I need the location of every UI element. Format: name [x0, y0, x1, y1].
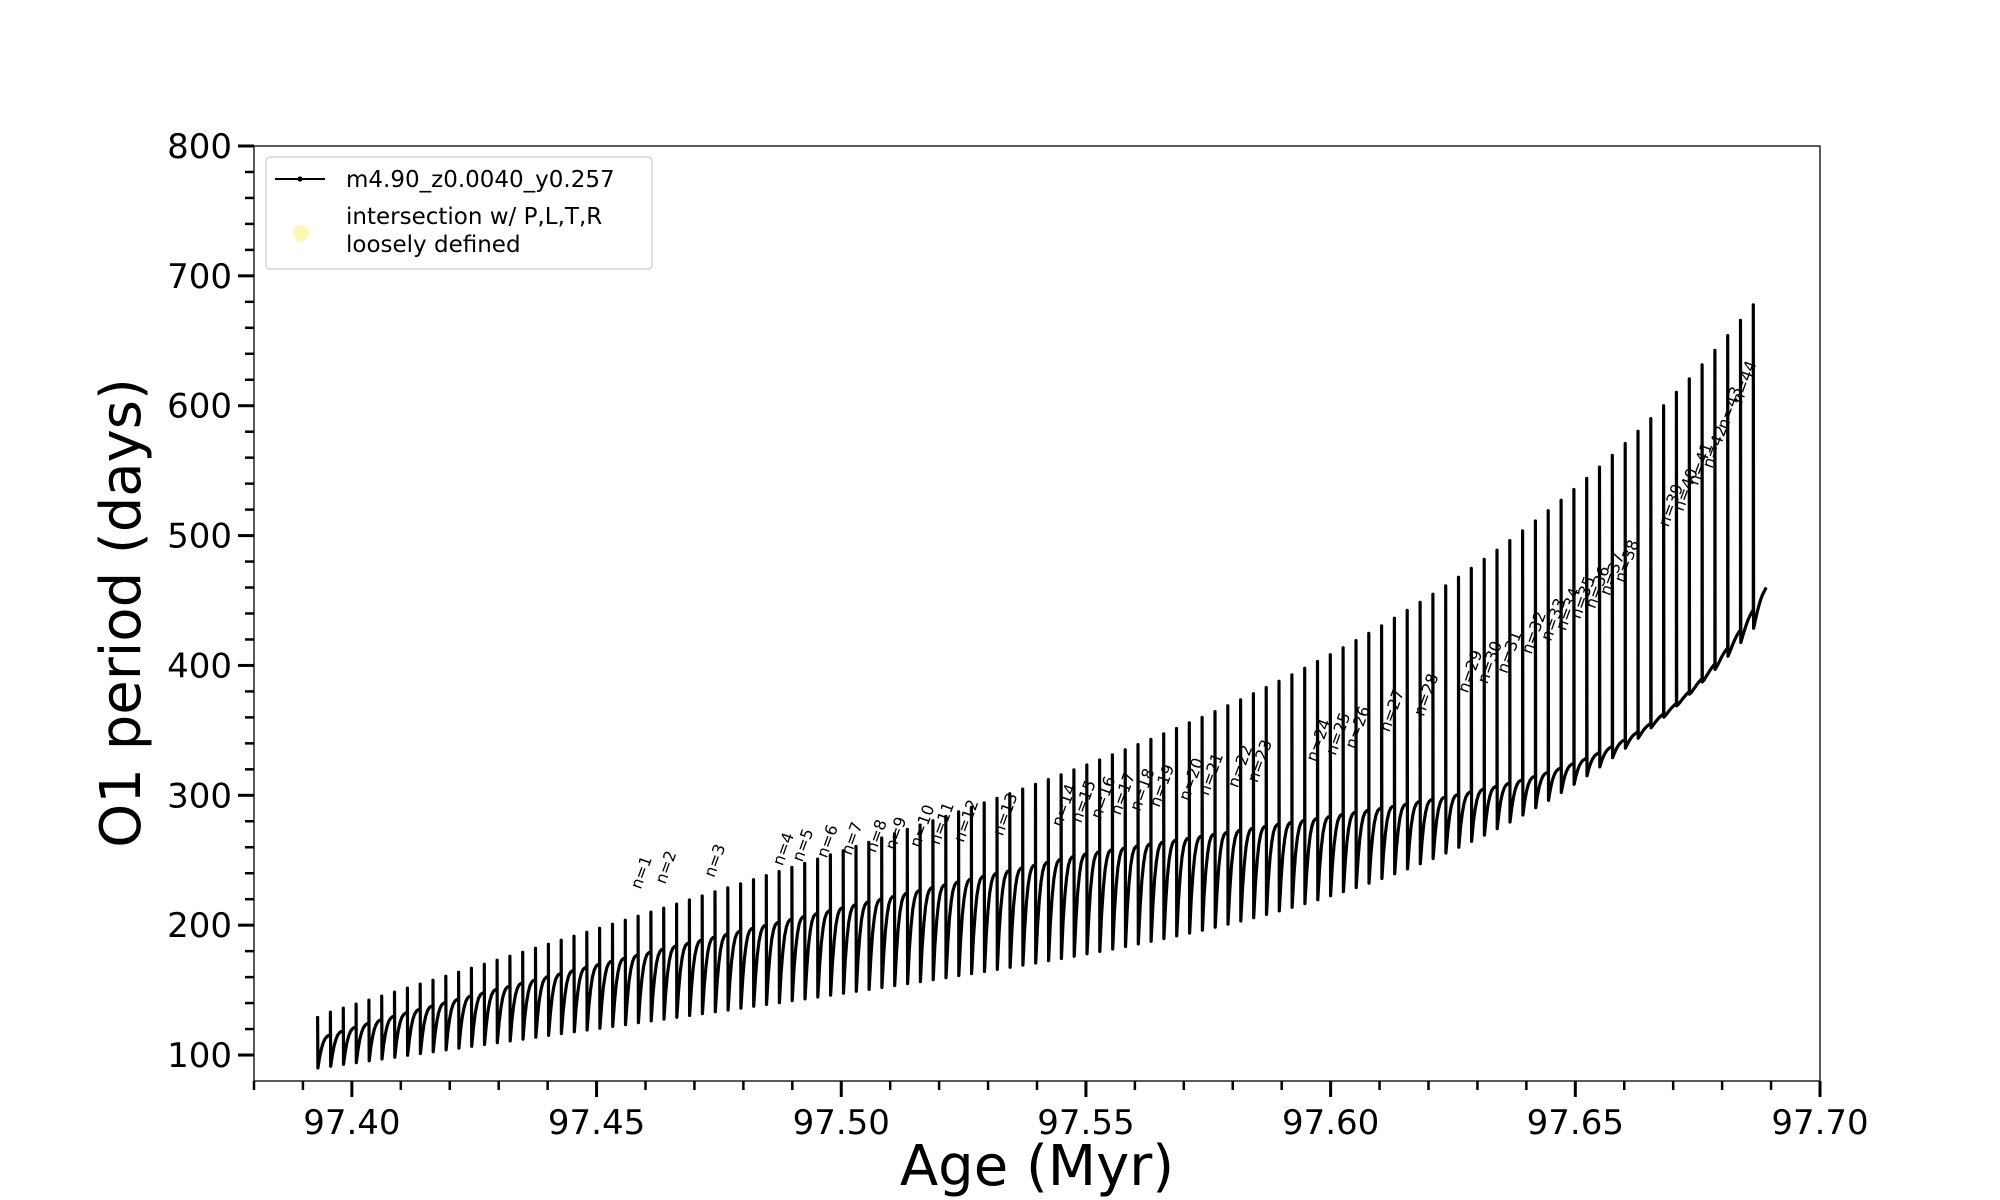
legend-label-line: loosely defined: [346, 232, 521, 258]
x-tick-label: 97.60: [1282, 1103, 1379, 1143]
annotation-label: n=13: [989, 790, 1022, 838]
legend-marker-intersection: [293, 225, 309, 241]
annotation-label: n=2: [651, 848, 680, 886]
annotation-label: n=1: [627, 853, 656, 891]
y-tick-label: 300: [167, 776, 232, 816]
annotation-label: n=28: [1409, 671, 1442, 719]
y-tick-label: 600: [167, 387, 232, 427]
y-axis: 100 200 300 400 500 600 700 800: [167, 127, 254, 1076]
x-tick-label: 97.65: [1527, 1103, 1624, 1143]
x-tick-label: 97.45: [548, 1103, 645, 1143]
annotation-label: n=3: [700, 841, 729, 879]
series-line: [316, 303, 1768, 1070]
y-tick-label: 700: [167, 257, 232, 297]
y-tick-label: 100: [167, 1036, 232, 1076]
legend-line-marker: [297, 176, 303, 182]
x-tick-label: 97.55: [1037, 1103, 1134, 1143]
y-axis-title: O1 period (days): [89, 378, 154, 848]
annotation-label: n=44: [1728, 358, 1761, 406]
legend-label-line: intersection w/ P,L,T,R: [346, 204, 602, 230]
x-tick-label: 97.50: [793, 1103, 890, 1143]
y-tick-label: 500: [167, 517, 232, 557]
legend: m4.90_z0.0040_y0.257 intersection w/ P,L…: [265, 156, 653, 270]
x-tick-label: 97.40: [303, 1103, 400, 1143]
annotation-label: n=12: [949, 797, 982, 845]
x-axis-title: Age (Myr): [900, 1134, 1174, 1199]
x-tick-label: 97.70: [1771, 1103, 1868, 1143]
y-tick-label: 800: [167, 127, 232, 167]
series-m4.90: [316, 303, 1768, 1070]
legend-label-intersection: intersection w/ P,L,T,R loosely defined: [346, 204, 602, 258]
x-axis: 97.40 97.45 97.50 97.55 97.60 97.65 97.70: [252, 1081, 1869, 1143]
y-tick-label: 200: [167, 906, 232, 946]
legend-label-series: m4.90_z0.0040_y0.257: [346, 167, 615, 193]
annotation-label: n=5: [788, 826, 817, 864]
legend-box: [265, 156, 653, 270]
annotations: n=1n=2 n=3 n=4n=5n=6n=7n=8n=9n=10n=11n=12 n…: [627, 358, 1761, 891]
plot-frame: [253, 145, 1821, 1082]
annotation-label: n=7: [837, 819, 866, 857]
annotation-label: n=6: [813, 822, 842, 860]
y-tick-label: 400: [167, 646, 232, 686]
